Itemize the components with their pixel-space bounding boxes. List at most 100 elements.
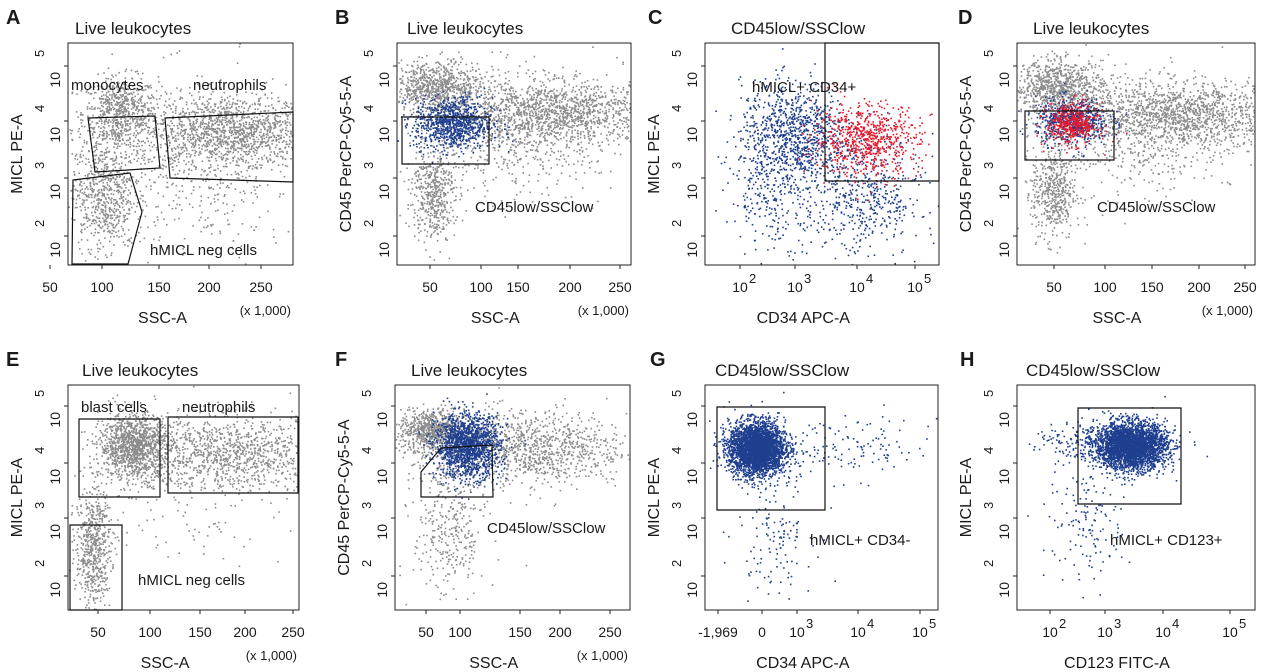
point <box>501 85 503 88</box>
point <box>168 139 170 142</box>
point <box>106 156 108 158</box>
point <box>420 76 422 78</box>
point <box>447 63 449 66</box>
point <box>601 102 604 105</box>
point <box>140 163 142 165</box>
point <box>177 138 180 141</box>
point <box>531 87 533 89</box>
point <box>131 102 133 105</box>
point <box>586 87 589 90</box>
point <box>179 96 182 99</box>
point <box>535 88 537 90</box>
point <box>486 112 488 114</box>
point <box>210 166 212 168</box>
point <box>209 151 212 154</box>
point <box>241 223 244 225</box>
point <box>570 111 572 114</box>
point <box>145 125 147 127</box>
point <box>247 133 250 135</box>
point <box>624 100 626 103</box>
point <box>574 106 576 108</box>
point <box>235 133 237 135</box>
point <box>125 103 128 106</box>
point <box>115 97 118 100</box>
point <box>469 90 471 93</box>
point <box>234 140 236 142</box>
point <box>176 52 178 54</box>
point <box>528 141 530 144</box>
point <box>274 123 276 125</box>
point <box>214 144 217 146</box>
point <box>130 185 133 188</box>
point <box>565 107 567 110</box>
point <box>490 108 492 111</box>
point <box>413 76 416 79</box>
point <box>208 186 210 188</box>
point <box>505 107 507 110</box>
point <box>118 110 121 113</box>
point <box>286 165 289 168</box>
point <box>105 148 107 151</box>
point <box>564 96 567 98</box>
point <box>561 107 563 110</box>
point <box>199 96 201 98</box>
point <box>81 119 84 122</box>
point <box>147 114 149 116</box>
point <box>125 68 128 71</box>
point <box>127 99 129 101</box>
point <box>470 85 472 88</box>
point <box>219 79 222 81</box>
point <box>210 133 213 136</box>
point <box>106 182 108 184</box>
point <box>163 111 165 113</box>
point <box>185 163 187 165</box>
point <box>540 114 542 116</box>
point <box>121 162 123 164</box>
point <box>602 118 604 121</box>
point <box>467 84 469 87</box>
point <box>566 114 568 117</box>
point <box>124 118 127 120</box>
point <box>214 103 217 106</box>
point <box>86 175 89 177</box>
point <box>508 80 510 82</box>
point <box>245 147 247 149</box>
point <box>186 133 189 135</box>
point <box>232 119 234 121</box>
point <box>240 147 242 150</box>
point <box>129 126 131 128</box>
point <box>460 87 463 89</box>
point <box>214 174 216 176</box>
point <box>222 141 225 143</box>
point <box>427 87 430 90</box>
point <box>427 90 430 93</box>
point <box>474 79 477 81</box>
point <box>537 143 540 146</box>
point <box>98 231 100 234</box>
point <box>182 107 184 110</box>
point <box>142 129 144 131</box>
point <box>113 207 116 210</box>
point <box>96 199 98 201</box>
point <box>110 188 113 190</box>
point <box>401 100 404 102</box>
point <box>171 147 173 150</box>
point <box>192 144 195 146</box>
point <box>231 131 234 134</box>
point <box>81 252 83 255</box>
point <box>249 128 252 131</box>
point <box>429 74 432 76</box>
point <box>94 211 97 214</box>
point <box>577 102 579 105</box>
point <box>216 136 218 138</box>
point <box>129 201 131 203</box>
point <box>201 148 203 150</box>
point <box>190 146 193 148</box>
point <box>452 83 454 85</box>
point <box>140 102 143 104</box>
point <box>93 91 96 94</box>
point <box>441 88 444 90</box>
point <box>540 85 543 87</box>
point <box>514 102 516 105</box>
point <box>115 112 118 114</box>
